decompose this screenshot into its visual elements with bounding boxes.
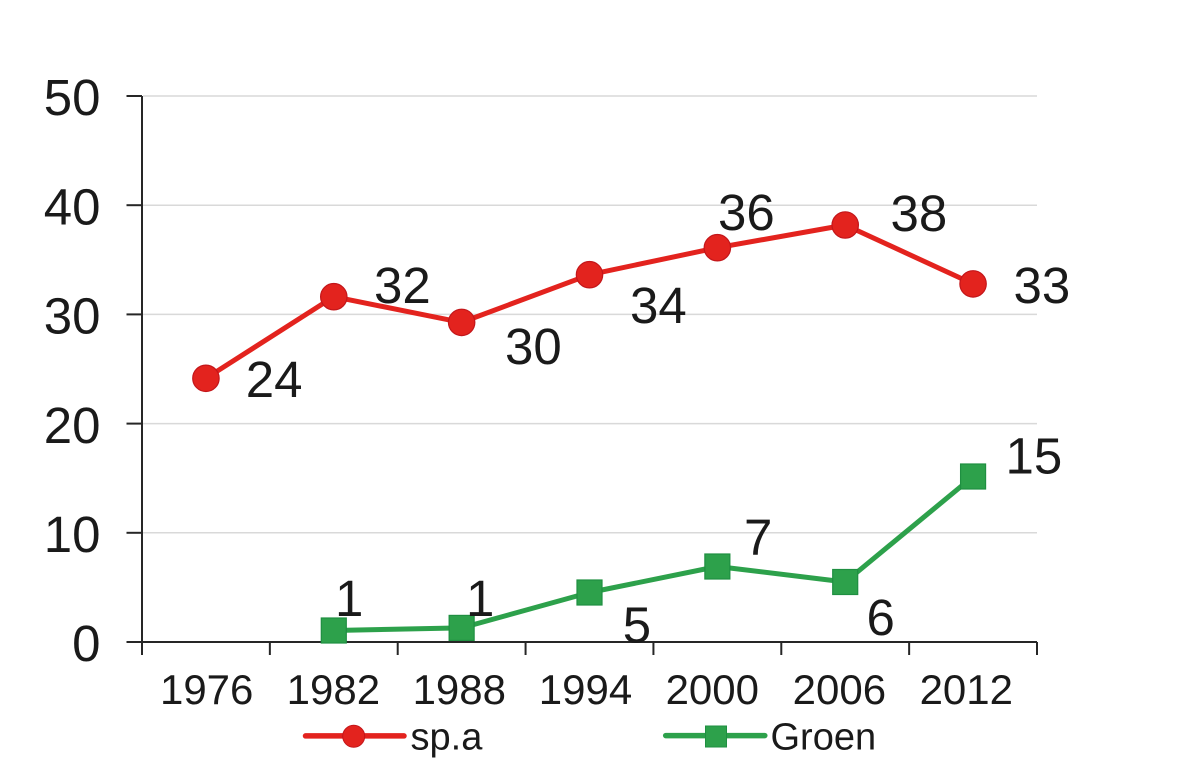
svg-text:1: 1 <box>335 570 363 627</box>
svg-text:50: 50 <box>44 69 101 126</box>
svg-text:20: 20 <box>44 397 101 454</box>
svg-text:Groen: Groen <box>771 717 877 759</box>
svg-text:1994: 1994 <box>539 666 632 713</box>
svg-text:30: 30 <box>505 318 562 375</box>
svg-text:24: 24 <box>246 351 303 408</box>
svg-text:2012: 2012 <box>920 666 1013 713</box>
svg-text:0: 0 <box>72 615 100 672</box>
svg-text:15: 15 <box>1006 428 1063 485</box>
svg-text:5: 5 <box>623 597 651 654</box>
svg-text:33: 33 <box>1014 257 1071 314</box>
svg-text:1: 1 <box>466 570 494 627</box>
svg-text:38: 38 <box>891 185 948 242</box>
svg-text:1988: 1988 <box>413 666 506 713</box>
svg-text:2006: 2006 <box>793 666 886 713</box>
svg-text:32: 32 <box>374 257 431 314</box>
svg-text:10: 10 <box>44 506 101 563</box>
svg-text:34: 34 <box>630 277 687 334</box>
svg-text:2000: 2000 <box>666 666 759 713</box>
svg-text:40: 40 <box>44 178 101 235</box>
svg-text:36: 36 <box>718 184 775 241</box>
svg-text:6: 6 <box>867 589 895 646</box>
svg-text:sp.a: sp.a <box>411 716 484 758</box>
svg-text:1982: 1982 <box>287 666 380 713</box>
svg-text:1976: 1976 <box>160 666 253 713</box>
svg-text:30: 30 <box>44 288 101 345</box>
svg-text:7: 7 <box>744 509 772 566</box>
